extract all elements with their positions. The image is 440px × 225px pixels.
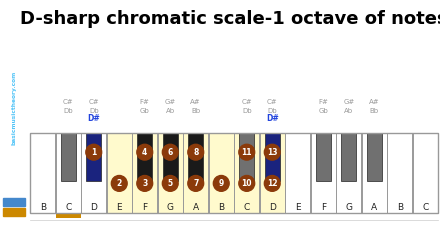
Text: 10: 10 (242, 179, 252, 188)
Circle shape (111, 176, 127, 191)
Text: 6: 6 (168, 148, 173, 157)
Circle shape (188, 176, 204, 191)
Text: C: C (65, 202, 71, 211)
Text: F#: F# (318, 99, 328, 105)
Text: C: C (422, 202, 429, 211)
Text: Ab: Ab (344, 108, 353, 114)
Bar (413, 133, 438, 213)
Circle shape (162, 176, 178, 191)
Bar (132, 133, 157, 213)
Bar (163, 133, 178, 181)
Bar (235, 133, 259, 213)
Bar (264, 133, 280, 181)
Text: D: D (269, 202, 276, 211)
Text: D-sharp chromatic scale-1 octave of notes: D-sharp chromatic scale-1 octave of note… (20, 10, 440, 28)
Circle shape (264, 176, 280, 191)
Text: A: A (193, 202, 199, 211)
Text: C#: C# (63, 99, 73, 105)
Text: 11: 11 (242, 148, 252, 157)
Bar (362, 133, 387, 213)
Text: Db: Db (242, 108, 252, 114)
Bar (30, 133, 438, 213)
Text: Gb: Gb (319, 108, 328, 114)
Circle shape (137, 176, 153, 191)
Text: basicmusictheory.com: basicmusictheory.com (11, 71, 17, 145)
Bar (183, 133, 208, 213)
Circle shape (213, 176, 229, 191)
Text: C#: C# (267, 99, 278, 105)
Circle shape (188, 144, 204, 160)
Text: Db: Db (63, 108, 73, 114)
Text: Db: Db (89, 108, 99, 114)
Text: Bb: Bb (191, 108, 200, 114)
Text: A#: A# (369, 99, 380, 105)
Bar (311, 133, 336, 213)
Circle shape (86, 144, 102, 160)
Text: 1: 1 (91, 148, 96, 157)
Bar (387, 133, 412, 213)
Circle shape (162, 144, 178, 160)
Text: 3: 3 (142, 179, 147, 188)
Bar (341, 133, 356, 181)
Text: E: E (295, 202, 301, 211)
Text: G#: G# (165, 99, 176, 105)
Text: F#: F# (140, 99, 150, 105)
Text: Ab: Ab (166, 108, 175, 114)
Bar (209, 133, 234, 213)
Text: 2: 2 (117, 179, 122, 188)
Bar (137, 133, 152, 181)
Bar (158, 133, 183, 213)
Text: 4: 4 (142, 148, 147, 157)
Text: C#: C# (242, 99, 252, 105)
Text: C: C (244, 202, 250, 211)
Circle shape (239, 176, 255, 191)
Circle shape (137, 144, 153, 160)
Text: B: B (40, 202, 46, 211)
Bar (260, 133, 285, 213)
Text: 8: 8 (193, 148, 198, 157)
Circle shape (239, 144, 255, 160)
Text: 12: 12 (267, 179, 278, 188)
Bar (239, 133, 254, 181)
Text: 7: 7 (193, 179, 198, 188)
Text: G: G (167, 202, 174, 211)
Text: G: G (345, 202, 352, 211)
Bar (3, 208, 25, 216)
Text: D#: D# (266, 114, 279, 123)
Text: 5: 5 (168, 179, 173, 188)
Bar (86, 133, 101, 181)
Text: A: A (371, 202, 378, 211)
Bar (61, 133, 76, 181)
Circle shape (264, 144, 280, 160)
Bar (188, 133, 203, 181)
Bar (367, 133, 382, 181)
Text: D: D (90, 202, 97, 211)
Bar (30, 133, 55, 213)
Text: E: E (117, 202, 122, 211)
Bar (3, 198, 25, 206)
Text: 9: 9 (219, 179, 224, 188)
Text: F: F (321, 202, 326, 211)
Text: Gb: Gb (140, 108, 150, 114)
Text: C#: C# (88, 99, 99, 105)
Text: G#: G# (343, 99, 354, 105)
Text: F: F (142, 202, 147, 211)
Bar (315, 133, 331, 181)
Text: B: B (397, 202, 403, 211)
Text: Db: Db (268, 108, 277, 114)
Text: 13: 13 (267, 148, 278, 157)
Bar (286, 133, 310, 213)
Bar (337, 133, 361, 213)
Bar (56, 133, 81, 213)
Bar (81, 133, 106, 213)
Text: Bb: Bb (370, 108, 379, 114)
Bar (107, 133, 132, 213)
Text: A#: A# (191, 99, 201, 105)
Bar (56, 213, 81, 218)
Text: B: B (218, 202, 224, 211)
Text: D#: D# (88, 114, 100, 123)
